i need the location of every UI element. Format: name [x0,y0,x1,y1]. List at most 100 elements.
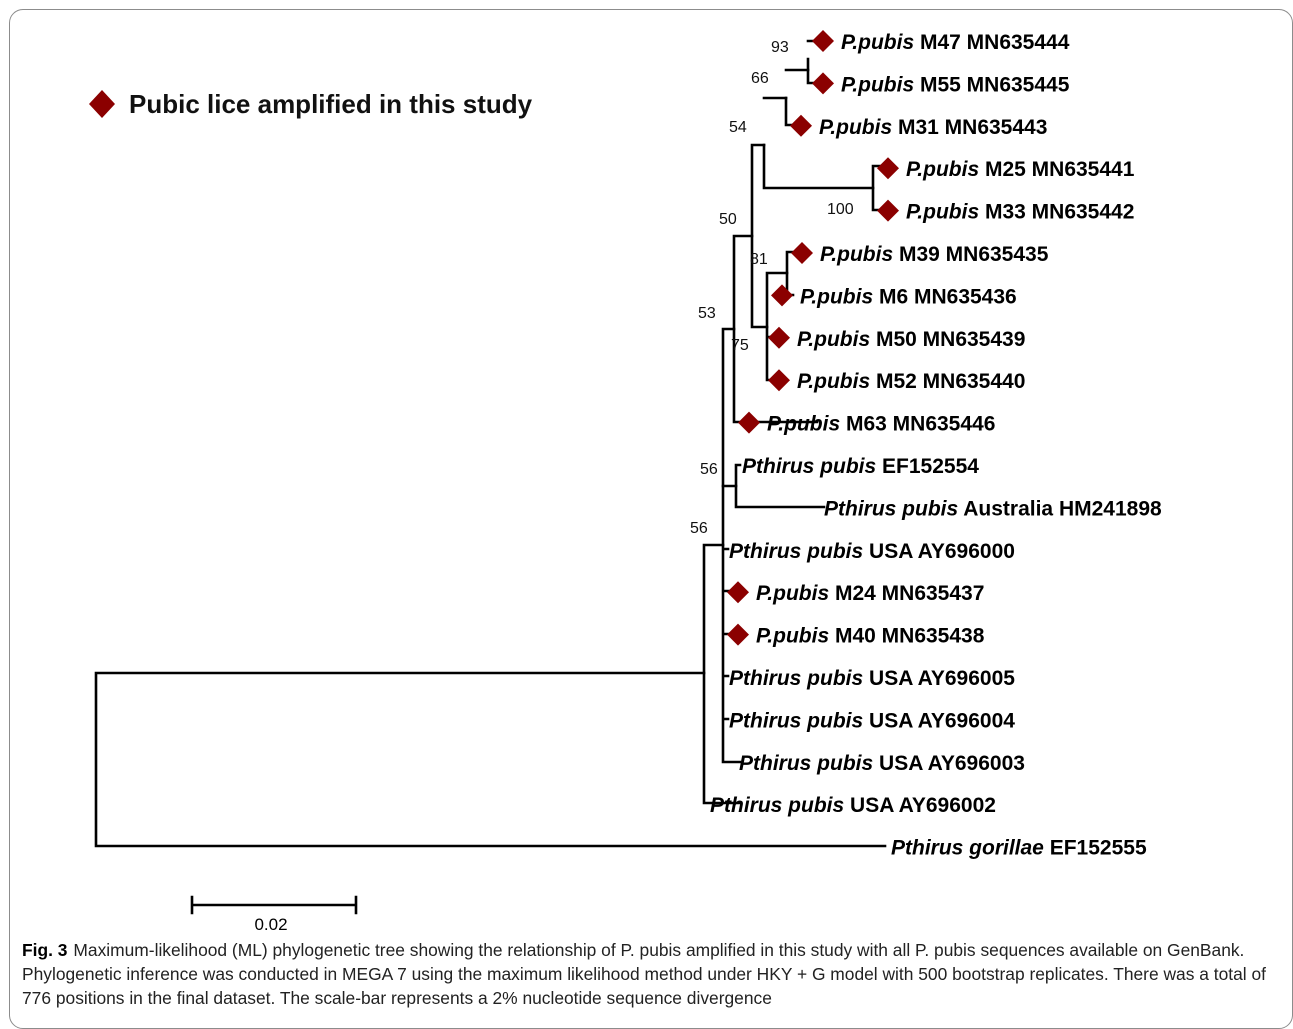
tip-label-ay696003: Pthirus pubis USA AY696003 [739,752,1025,775]
tip-label-m24: P.pubis M24 MN635437 [756,582,984,605]
branch-root [94,671,887,848]
tip-marker-icon [768,326,790,349]
tip-accession: USA AY696003 [873,752,1025,775]
tip-label-ay696000: Pthirus pubis USA AY696000 [729,540,1015,563]
scale-bar-label: 0.02 [254,915,287,934]
tip-accession: EF152554 [876,455,979,478]
tip-marker-icon [790,114,812,137]
caption-figure-label: Fig. 3 [22,940,68,960]
tip-label-ef152555: Pthirus gorillae EF152555 [891,837,1147,860]
tip-accession: M52 MN635440 [870,370,1025,393]
tip-accession: M24 MN635437 [829,582,984,605]
tip-label-ef152554: Pthirus pubis EF152554 [742,455,979,478]
tip-label-ay696004: Pthirus pubis USA AY696004 [729,709,1015,732]
tip-label-m47: P.pubis M47 MN635444 [841,31,1070,54]
bootstrap-value: 93 [771,39,789,56]
bootstrap-value: 66 [751,70,769,87]
tip-taxon: Pthirus pubis [739,752,873,775]
tip-label-m50: P.pubis M50 MN635439 [797,328,1025,351]
tip-taxon: P.pubis [819,116,892,139]
branch-main-clade [721,484,742,764]
branch-m47-m55 [806,39,817,85]
tip-taxon: Pthirus pubis [742,455,876,478]
tip-marker-icon [877,199,899,222]
tip-label-m52: P.pubis M52 MN635440 [797,370,1025,393]
tip-accession: M31 MN635443 [892,116,1047,139]
tip-label-m55: P.pubis M55 MN635445 [841,73,1070,96]
branch-node56-outer [721,327,738,488]
bootstrap-value: 56 [690,520,708,537]
tip-label-m33: P.pubis M33 MN635442 [906,201,1134,224]
tip-accession: M39 MN635435 [893,243,1049,266]
tip-label-m39: P.pubis M39 MN635435 [820,243,1049,266]
bootstrap-value: 75 [731,337,749,354]
tip-taxon: P.pubis [756,625,829,648]
tip-marker-icon [771,284,793,307]
tip-taxon: P.pubis [906,201,979,224]
tip-taxon: P.pubis [841,73,914,96]
tip-taxon: Pthirus pubis [729,540,863,563]
tip-taxon: P.pubis [841,31,914,54]
tip-label-ay696005: Pthirus pubis USA AY696005 [729,667,1015,690]
tip-marker-icon [727,623,749,646]
tip-accession: USA AY696004 [863,709,1015,732]
figure-caption: Fig. 3 Maximum-likelihood (ML) phylogenet… [22,938,1272,1010]
tip-marker-icon [768,369,790,392]
tip-taxon: Pthirus pubis [824,497,958,520]
tip-taxon: P.pubis [767,413,840,436]
tip-accession: USA AY696000 [863,540,1015,563]
tip-marker-icon [877,157,899,180]
tip-accession: M6 MN635436 [873,285,1017,308]
tip-label-m25: P.pubis M25 MN635441 [906,158,1135,181]
tip-accession: USA AY696005 [863,667,1015,690]
tip-accession: M47 MN635444 [914,31,1070,54]
bootstrap-value: 81 [750,251,768,268]
tip-taxon: P.pubis [800,285,873,308]
tip-taxon: Pthirus gorillae [891,837,1044,860]
tip-accession: M50 MN635439 [870,328,1025,351]
tip-accession: USA AY696002 [844,794,996,817]
scale-bar-line [190,895,358,915]
bootstrap-value: 100 [827,201,854,218]
legend-marker-icon [89,90,115,118]
tip-taxon: P.pubis [756,582,829,605]
legend: Pubic lice amplified in this study [89,89,533,119]
bootstrap-value: 56 [700,461,718,478]
tip-label-m6: P.pubis M6 MN635436 [800,285,1017,308]
branch-node54 [762,96,875,190]
scale-bar: 0.02 [190,895,358,934]
tip-marker-icon [791,242,813,264]
tip-accession: EF152555 [1044,837,1147,860]
tip-accession: M33 MN635442 [979,201,1134,224]
tip-label-ay696002: Pthirus pubis USA AY696002 [710,794,996,817]
tip-taxon: Pthirus pubis [710,794,844,817]
tip-label-m63: P.pubis M63 MN635446 [767,413,995,436]
branch-node66 [784,68,810,127]
tip-marker-icon [812,72,834,95]
tip-accession: M55 MN635445 [914,73,1070,96]
bootstrap-value: 54 [729,119,747,136]
caption-text: Maximum-likelihood (ML) phylogenetic tre… [22,940,1266,1008]
tip-accession: M25 MN635441 [979,158,1135,181]
tip-marker-icon [812,30,834,52]
bootstrap-value: 53 [698,305,716,322]
tip-taxon: Pthirus pubis [729,709,863,732]
tip-accession: Australia HM241898 [958,497,1162,520]
tip-taxon: Pthirus pubis [729,667,863,690]
tip-label-m31: P.pubis M31 MN635443 [819,116,1047,139]
legend-label: Pubic lice amplified in this study [129,89,533,119]
tip-taxon: P.pubis [797,370,870,393]
bootstrap-value: 50 [719,211,737,228]
tip-accession: M40 MN635438 [829,625,985,648]
tip-label-hm241898: Pthirus pubis Australia HM241898 [824,497,1162,520]
tip-taxon: P.pubis [906,158,979,181]
tip-taxon: P.pubis [797,328,870,351]
tip-taxon: P.pubis [820,243,893,266]
tip-label-m40: P.pubis M40 MN635438 [756,625,985,648]
tip-accession: M63 MN635446 [840,413,995,436]
tip-marker-icon [727,581,749,604]
tip-markers [727,30,899,646]
